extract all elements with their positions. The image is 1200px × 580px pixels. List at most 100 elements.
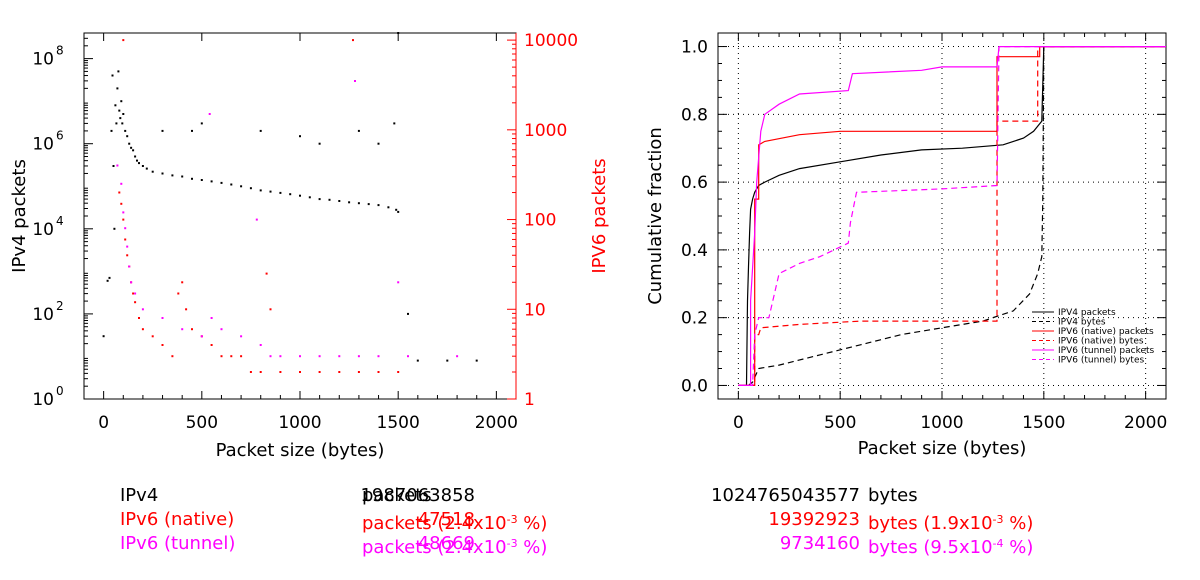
ipv6-tunnel-point [397, 281, 400, 284]
cdf-grid [718, 33, 1166, 399]
ipv4-point [240, 185, 243, 188]
ipv6-native-point [210, 344, 213, 346]
ipv6-native-point [185, 308, 188, 311]
scatter-points [102, 32, 478, 373]
ipv4-point [210, 180, 213, 183]
ipv4-point [161, 129, 164, 132]
cdf-line-ipv4-packets [738, 45, 1166, 386]
ipv4-point [191, 177, 193, 180]
summary-packet-count: 47518 [417, 509, 475, 530]
ipv6-tunnel-point [354, 80, 356, 82]
ipv4-point [181, 175, 184, 178]
ipv6-native-point [249, 371, 252, 373]
ipv4-point [318, 198, 321, 201]
ipv6-native-point [259, 371, 262, 373]
cdf-y-tick-label: 0.2 [681, 309, 708, 329]
ipv6-tunnel-point [456, 355, 459, 358]
scatter-y-right-tick-label: 10000 [524, 31, 578, 51]
ipv6-native-point [122, 218, 125, 221]
cdf-line-ipv6-tunnel-bytes [738, 45, 1166, 386]
ipv6-tunnel-point [259, 344, 262, 346]
summary-packets-unit: packets (2.4x10-3 %) [362, 508, 547, 536]
ipv6-native-point [177, 292, 180, 295]
ipv4-point [134, 155, 137, 158]
ipv4-point [124, 129, 127, 132]
ipv4-point [200, 179, 203, 181]
summary-protocol-label: IPv6 (native) [120, 509, 235, 530]
ipv4-point [115, 122, 118, 125]
scatter-y-right-tick-label: 1 [524, 390, 535, 410]
scatter-x-tick-label: 1000 [278, 413, 321, 433]
ipv4-point [128, 142, 131, 145]
summary-percent-exponent: -4 [992, 537, 1004, 550]
summary-bytes-unit-text: bytes [868, 513, 918, 534]
summary-packets-unit-text: packets [362, 485, 432, 506]
cdf-x-tick-label: 2000 [1124, 413, 1167, 433]
ipv4-point [299, 135, 301, 138]
cdf-y-tick-label: 0.4 [681, 241, 708, 261]
ipv6-tunnel-point [200, 335, 203, 338]
summary-packets-unit: packets (2.4x10-3 %) [362, 532, 547, 560]
ipv4-point [377, 142, 380, 145]
cdf-axis-ticks: 0 500 1000 1500 2000 0.0 0.2 0.4 0.6 0.8 1.0 [681, 33, 1167, 433]
ipv4-point [220, 181, 223, 184]
ipv4-point [120, 100, 123, 103]
cdf-line-ipv6-native-packets [738, 45, 1166, 386]
cdf-panel: 0 500 1000 1500 2000 0.0 0.2 0.4 0.6 0.8 1.0 IPV4 … [645, 32, 1167, 459]
ipv4-point [161, 172, 164, 175]
scatter-y-left-tick-label: 10 [32, 220, 54, 240]
scatter-x-tick-label: 500 [186, 413, 218, 433]
summary-percent-close: %) [517, 537, 548, 558]
scatter-x-tick-label: 2000 [475, 413, 518, 433]
summary-bytes-unit-text: bytes [868, 485, 918, 506]
ipv6-native-point [318, 371, 321, 373]
summary-percent-close: %) [1003, 537, 1034, 558]
ipv6-tunnel-point [407, 355, 409, 358]
ipv4-point [416, 359, 419, 362]
scatter-x-axis-label: Packet size (bytes) [216, 440, 385, 461]
summary-packet-count: 1987063858 [360, 485, 475, 506]
ipv6-native-point [269, 308, 272, 311]
ipv6-native-point [265, 272, 268, 275]
ipv4-point [377, 204, 380, 207]
summary-byte-count: 19392923 [768, 509, 860, 530]
ipv4-point [138, 162, 140, 165]
scatter-y-left-tick-label: 10 [32, 305, 54, 325]
cdf-legend-label: IPV6 (native) bytes [1058, 337, 1144, 347]
ipv4-point [102, 335, 105, 338]
cdf-legend-label: IPV6 (tunnel) packets [1058, 346, 1155, 356]
ipv6-native-point [138, 317, 140, 319]
scatter-y-left-tick-exponent: 4 [56, 214, 64, 228]
cdf-x-tick-label: 500 [824, 413, 856, 433]
cdf-y-tick-label: 0.8 [681, 105, 708, 125]
cdf-y-tick-label: 1.0 [681, 38, 708, 58]
summary-percent-mantissa: (9.5x10 [923, 537, 993, 558]
scatter-y-right-tick-label: 100 [524, 211, 556, 231]
ipv4-point [279, 191, 282, 194]
ipv6-tunnel-point [269, 355, 272, 358]
ipv4-point [145, 167, 148, 170]
ipv6-tunnel-point [120, 182, 123, 185]
ipv4-point [338, 200, 341, 202]
ipv4-point [113, 227, 116, 230]
ipv6-native-point [132, 292, 135, 295]
ipv4-point [308, 196, 311, 199]
ipv4-point [230, 183, 233, 186]
scatter-x-tick-label: 0 [98, 413, 109, 433]
ipv4-point [141, 165, 144, 167]
scatter-y-left-tick-exponent: 0 [56, 384, 64, 398]
scatter-y-left-tick-exponent: 6 [56, 129, 64, 143]
ipv6-native-point [338, 371, 341, 373]
summary-packets-unit-text: packets [362, 537, 432, 558]
ipv6-tunnel-point [141, 308, 144, 311]
ipv4-point [111, 74, 114, 77]
ipv6-tunnel-point [338, 355, 341, 358]
ipv6-tunnel-point [240, 335, 243, 338]
scatter-y-axis-label-right: IPV6 packets [589, 158, 610, 273]
ipv6-native-point [120, 202, 123, 205]
ipv6-native-point [352, 39, 354, 42]
ipv6-tunnel-point [299, 355, 301, 358]
ipv6-tunnel-point [122, 211, 125, 214]
